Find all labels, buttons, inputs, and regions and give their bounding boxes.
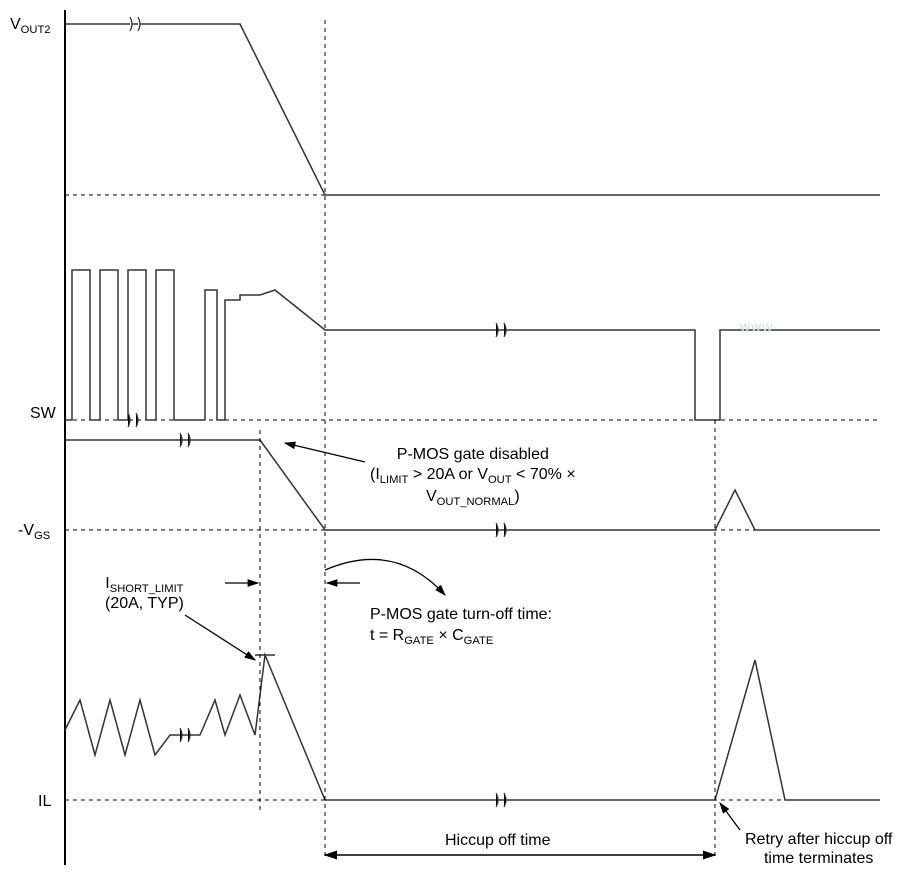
annot-hiccup: Hiccup off time: [445, 832, 551, 850]
annot-retry: Retry after hiccup off time terminates: [745, 830, 892, 868]
sw-trace: [65, 270, 880, 420]
label-vgs: -VGS: [18, 522, 50, 542]
annot-pmos-disabled: P-MOS gate disabled (ILIMIT > 20A or VOU…: [370, 445, 576, 509]
timing-diagram: VOUT2 SW -VGS IL ISHORT_LIMIT (20A, TYP)…: [0, 0, 912, 878]
il-trace: [65, 655, 880, 800]
annot-ishort: ISHORT_LIMIT (20A, TYP): [105, 575, 184, 613]
annot-turnoff: P-MOS gate turn-off time: t = RGATE × CG…: [370, 605, 552, 649]
curve-arrow-turnoff: [325, 559, 445, 595]
label-vout2: VOUT2: [10, 16, 51, 36]
diagram-svg: [0, 0, 912, 878]
watermark: www: [740, 318, 773, 334]
vout2-trace: [65, 24, 325, 195]
ishort-arrow: [185, 615, 255, 660]
label-sw: SW: [30, 405, 56, 423]
label-il: IL: [38, 793, 51, 811]
retry-arrow: [720, 803, 740, 830]
